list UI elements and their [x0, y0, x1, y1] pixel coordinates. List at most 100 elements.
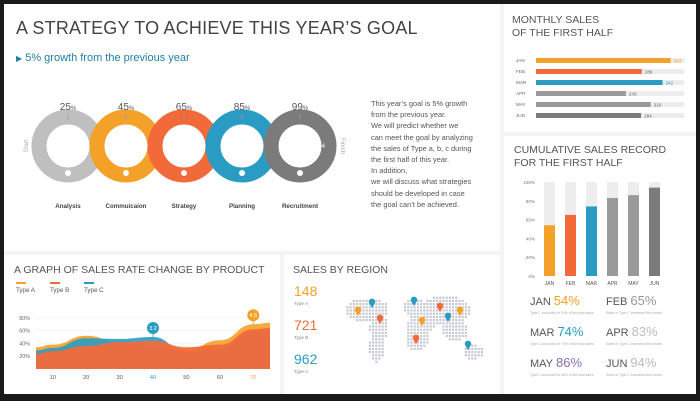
map-dot: [442, 315, 445, 318]
map-dot: [359, 306, 362, 309]
map-dot: [452, 309, 455, 312]
cum-month: JAN: [530, 296, 551, 308]
step-icon: [123, 170, 129, 176]
step-label: Analysis: [55, 203, 81, 210]
cum-note: Sales of Type C increased this month: [606, 373, 663, 377]
map-dot: [368, 347, 371, 350]
map-dot: [407, 328, 410, 331]
map-dot: [423, 303, 426, 306]
step-percent: 25%: [60, 102, 77, 113]
map-dot: [452, 325, 455, 328]
rate-change-title: A GRAPH OF SALES RATE CHANGE BY PRODUCT: [14, 264, 265, 276]
step-icon: [297, 170, 303, 176]
map-dot: [375, 315, 378, 318]
map-dot: [349, 309, 352, 312]
month-label: MAY: [516, 102, 526, 107]
map-dot: [442, 312, 445, 315]
cum-month-block: JUN 94% Sales of Type C increased this mon…: [606, 354, 678, 377]
step-label: Commuicaion: [106, 203, 147, 210]
map-dot: [426, 338, 429, 341]
map-dot: [458, 325, 461, 328]
map-dot: [423, 341, 426, 344]
cum-month-heading: JAN 54%: [530, 292, 602, 310]
map-dot: [464, 351, 467, 354]
map-dot: [381, 354, 384, 357]
map-dot: [359, 315, 362, 318]
map-dot: [461, 319, 464, 322]
map-pin-icon: [376, 314, 384, 324]
map-dot: [464, 354, 467, 357]
map-dot: [378, 335, 381, 338]
monthly-sales-panel: MONTHLY SALES OF THE FIRST HALF JAN 364 FE…: [504, 4, 696, 132]
map-dot: [384, 309, 387, 312]
map-dot: [372, 347, 375, 350]
map-dot: [404, 309, 407, 312]
map-dot: [368, 351, 371, 354]
region-value: 721: [294, 317, 318, 333]
map-dot: [410, 335, 413, 338]
map-dot: [416, 328, 419, 331]
map-dot: [448, 335, 451, 338]
map-dot: [365, 303, 368, 306]
map-dot: [372, 328, 375, 331]
map-dot: [448, 303, 451, 306]
map-dot: [365, 306, 368, 309]
map-dot: [458, 335, 461, 338]
strategy-panel: A STRATEGY TO ACHIEVE THIS YEAR’S GOAL ▶…: [4, 4, 500, 251]
y-tick: 20%: [19, 354, 30, 360]
map-dot: [445, 331, 448, 334]
map-dot: [413, 312, 416, 315]
description-line: from the previous year.: [371, 110, 447, 120]
cum-month-heading: APR 83%: [606, 323, 678, 341]
map-dot: [432, 299, 435, 302]
step-option-label: Option 02: [183, 144, 210, 150]
map-pin-icon: [444, 312, 452, 322]
y-tick: 40%: [19, 341, 30, 347]
map-dot: [455, 338, 458, 341]
map-dot: [410, 306, 413, 309]
map-dot: [359, 303, 362, 306]
map-dot: [477, 347, 480, 350]
map-dot: [445, 322, 448, 325]
map-dot: [346, 309, 349, 312]
map-dot: [461, 315, 464, 318]
map-pin-icon: [436, 302, 444, 312]
map-dot: [375, 335, 378, 338]
y-tick: 60%: [526, 218, 535, 223]
step-option-label: Option 04: [299, 144, 326, 150]
y-tick: 80%: [526, 199, 535, 204]
cum-bar-mar: [586, 206, 597, 276]
callout-bubble: [247, 309, 260, 322]
map-dot: [420, 331, 423, 334]
map-pin-icon: [412, 334, 420, 344]
map-dot: [375, 331, 378, 334]
map-dot: [372, 338, 375, 341]
region-title: SALES BY REGION: [293, 264, 388, 276]
map-pin-icon: [368, 298, 376, 308]
map-dot: [375, 328, 378, 331]
map-dot: [420, 306, 423, 309]
month-bar-apr: [536, 91, 626, 96]
map-dot: [378, 309, 381, 312]
month-value: 284: [644, 113, 652, 118]
region-item: 721 Type B: [294, 317, 334, 340]
map-dot: [426, 299, 429, 302]
map-dot: [416, 309, 419, 312]
map-dot: [375, 341, 378, 344]
map-dot: [384, 331, 387, 334]
map-dot: [356, 319, 359, 322]
region-item: 148 Type A: [294, 283, 334, 306]
map-dot: [416, 312, 419, 315]
map-dot: [365, 309, 368, 312]
map-dot: [410, 344, 413, 347]
map-dot: [423, 344, 426, 347]
map-dot: [455, 299, 458, 302]
map-dot: [426, 319, 429, 322]
description-line: the sales of Type a, b, c during: [371, 143, 472, 153]
region-type: Type B: [294, 335, 309, 340]
map-dot: [378, 306, 381, 309]
cumulative-title-line1: CUMULATIVE SALES RECORD: [514, 144, 667, 156]
cumulative-title: CUMULATIVE SALES RECORD FOR THE FIRST HA…: [514, 144, 666, 170]
month-value: 243: [629, 91, 637, 96]
map-dot: [432, 322, 435, 325]
